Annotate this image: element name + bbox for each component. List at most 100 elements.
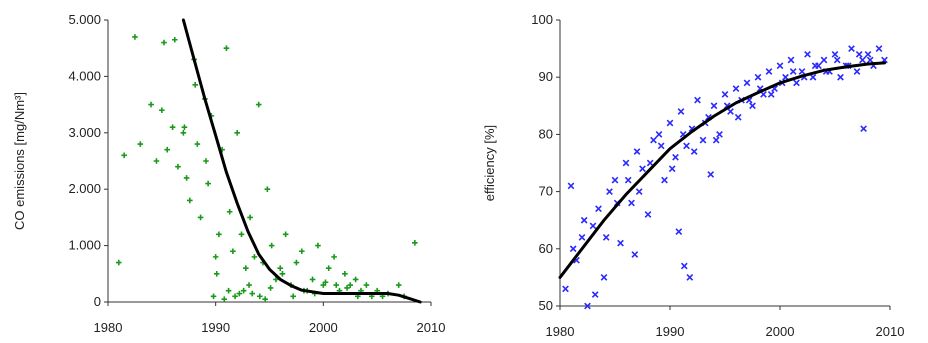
eff-data-point	[606, 188, 613, 195]
co-data-point	[268, 242, 275, 249]
co-data-point	[293, 259, 300, 266]
eff-data-point	[694, 96, 701, 104]
eff-x-tick-label: 2010	[876, 324, 905, 339]
co-y-tick-label: 1.000	[68, 238, 101, 253]
eff-data-point	[683, 142, 690, 150]
eff-data-point	[699, 136, 707, 144]
co-data-point	[279, 271, 286, 277]
eff-data-point	[675, 228, 683, 236]
co-data-point	[232, 293, 238, 300]
co-data-point	[121, 152, 127, 159]
co-data-point	[247, 214, 253, 221]
eff-data-point	[798, 68, 806, 75]
co-x-tick-label: 2010	[417, 320, 446, 335]
co-x-tick-label: 1980	[94, 320, 123, 335]
co-data-point	[267, 285, 274, 291]
co-data-point	[180, 130, 187, 136]
eff-data-point	[767, 90, 775, 98]
co-data-point	[363, 282, 370, 288]
co-data-point	[132, 34, 138, 40]
eff-data-point	[567, 182, 575, 190]
eff-data-point	[855, 50, 863, 58]
co-data-point	[159, 107, 165, 114]
co-data-point	[255, 101, 262, 108]
eff-data-point	[600, 274, 608, 281]
eff-data-point	[635, 188, 643, 195]
eff-data-point	[666, 119, 674, 127]
co-data-point	[226, 208, 233, 215]
co-fit-curve	[181, 18, 422, 304]
co-data-point	[273, 276, 279, 283]
eff-data-point	[804, 50, 811, 58]
eff-data-point	[853, 68, 861, 75]
eff-data-point	[633, 148, 641, 155]
eff-y-tick-label: 100	[531, 12, 553, 27]
co-y-tick-label: 5.000	[68, 12, 101, 27]
eff-data-point	[661, 176, 668, 184]
eff-data-point	[584, 302, 591, 310]
co-data-point	[169, 124, 176, 130]
eff-data-point	[668, 165, 676, 173]
eff-data-point	[793, 79, 800, 87]
eff-data-point	[690, 148, 698, 155]
co-x-tick-label: 1990	[201, 320, 230, 335]
co-data-point	[325, 265, 332, 271]
eff-y-tick-label: 50	[539, 298, 553, 313]
eff-x-tick-label: 1990	[656, 324, 685, 339]
co-data-point	[213, 271, 220, 277]
eff-data-point	[622, 159, 630, 167]
eff-data-point	[631, 251, 639, 258]
eff-data-point	[732, 85, 740, 93]
co-data-point	[331, 254, 337, 260]
eff-data-point	[569, 245, 577, 253]
co-data-point	[225, 287, 232, 294]
eff-data-point	[859, 56, 866, 64]
co-emissions-chart: 0 1.000 2.000 3.000 4.000 5.000 1980 1990 2000 20…	[12, 12, 445, 335]
eff-data-point	[617, 239, 624, 247]
eff-data-point	[591, 291, 599, 298]
eff-data-point	[831, 50, 839, 58]
co-data-point	[171, 36, 178, 43]
co-data-point	[230, 248, 236, 255]
eff-x-tick-label: 1980	[546, 324, 575, 339]
eff-y-tick-label: 90	[539, 69, 553, 84]
eff-data-point	[578, 233, 586, 241]
co-data-point	[187, 197, 193, 204]
eff-data-point	[657, 142, 665, 150]
co-data-point	[347, 282, 354, 288]
eff-data-point	[716, 131, 723, 138]
co-data-point	[262, 296, 268, 302]
co-data-point	[282, 231, 289, 238]
co-data-point	[238, 231, 245, 238]
eff-data-point	[765, 68, 773, 75]
co-data-point	[137, 141, 144, 147]
eff-data-point	[589, 222, 597, 230]
eff-data-point	[646, 159, 654, 167]
co-data-point	[333, 282, 340, 288]
eff-data-point	[707, 171, 715, 178]
co-data-point	[395, 282, 402, 288]
eff-fit-curve	[558, 61, 886, 279]
eff-data-point	[580, 216, 588, 224]
co-data-point	[197, 214, 204, 221]
eff-data-point	[734, 113, 742, 121]
co-data-point	[216, 231, 222, 238]
eff-data-point	[776, 62, 784, 70]
co-data-point	[251, 254, 258, 260]
eff-x-tick-label: 2000	[766, 324, 795, 339]
eff-data-point	[680, 262, 688, 270]
co-y-tick-label: 0	[94, 294, 101, 309]
co-data-point	[148, 101, 154, 108]
co-data-point	[277, 265, 284, 271]
eff-data-point	[624, 176, 632, 184]
eff-data-point	[875, 45, 883, 52]
eff-data-point	[639, 165, 646, 173]
eff-data-point	[611, 176, 619, 184]
co-data-point	[183, 175, 190, 181]
eff-data-point	[677, 108, 685, 115]
co-data-point	[210, 293, 217, 300]
co-data-point	[309, 276, 316, 283]
eff-data-point	[789, 68, 797, 75]
co-data-point	[115, 259, 122, 266]
co-y-axis-label: CO emissions [mg/Nm³]	[12, 92, 27, 230]
